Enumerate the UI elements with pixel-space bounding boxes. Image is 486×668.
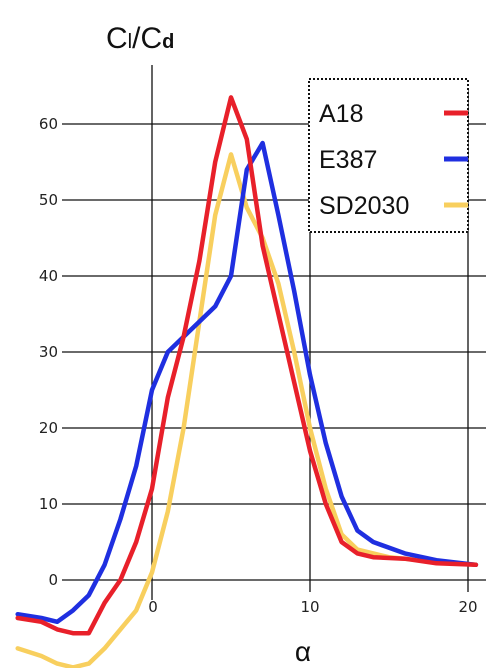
y-tick-label-20: 20 [39,419,58,437]
legend-label-sd2030: SD2030 [319,192,409,220]
y-axis-label: Cl/Cd [106,22,174,55]
x-tick-label-20: 20 [458,598,477,616]
legend-label-a18: A18 [319,100,363,128]
series-line-e387 [15,140,479,625]
legend-box [308,78,469,233]
series-line-sd2030 [15,152,479,668]
legend-label-e387: E387 [319,146,377,174]
series-lines [15,95,479,668]
y-tick-label-40: 40 [39,267,58,285]
y-tick-label-30: 30 [39,343,58,361]
x-tick-label-10: 10 [300,598,319,616]
y-tick-labels: 0 10 20 30 40 50 60 [39,115,58,589]
y-tick-label-10: 10 [39,495,58,513]
series-line-a18 [15,95,479,636]
x-tick-label-0: 0 [148,598,158,616]
axes [62,65,486,600]
y-tick-label-50: 50 [39,191,58,209]
y-tick-label-0: 0 [48,571,58,589]
x-tick-labels: 0 10 20 [148,598,477,616]
x-axis-label: α [295,636,311,667]
legend: A18 E387 SD2030 [308,78,469,233]
y-tick-label-60: 60 [39,115,58,133]
